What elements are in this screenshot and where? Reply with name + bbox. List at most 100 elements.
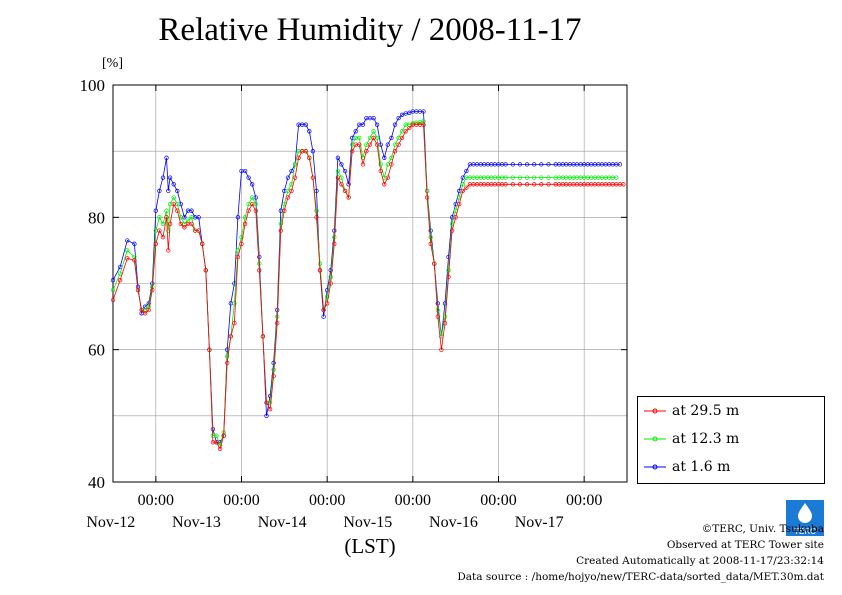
data-point [357,142,362,147]
data-point [125,238,130,243]
data-point [532,175,537,180]
grid-lines [113,85,627,482]
data-point [439,347,444,352]
data-point [282,208,287,213]
data-point [153,241,158,246]
y-tick-label: 40 [88,473,105,492]
data-point [235,254,241,260]
data-point [339,182,344,187]
data-point [399,112,405,117]
data-point [328,268,333,273]
data-point [310,175,316,180]
data-point [464,168,469,174]
data-point [267,393,273,399]
data-point [382,155,387,160]
data-point [203,268,208,273]
data-point [399,135,405,141]
x-tick-date-label: Nov-17 [515,514,564,531]
y-axis-unit-label: [%] [102,56,123,71]
credit-created: Created Automatically at 2008-11-17/23:3… [576,555,824,567]
data-point [532,162,537,167]
data-point [164,208,169,213]
data-point [167,221,173,227]
data-point [346,182,351,187]
data-point [239,241,244,246]
data-point [539,162,544,167]
data-point [110,287,116,293]
x-tick-time-label: 00:00 [223,492,259,509]
data-point [166,188,171,194]
data-point [328,281,333,286]
data-point [421,122,426,127]
y-tick-label: 80 [88,208,105,227]
data-point [182,225,187,230]
data-point [166,228,171,233]
data-point [314,208,319,213]
data-point [167,175,173,180]
data-point [171,195,176,200]
data-point [189,221,194,227]
data-point [371,115,376,121]
data-point [310,149,316,154]
data-point [325,301,330,306]
data-point [350,149,355,154]
series-at-1-6-m [110,109,623,445]
data-point [285,175,291,180]
data-point [364,149,369,154]
data-point [517,162,523,167]
y-tick-label: 100 [80,76,106,95]
credits-block: ©TERC, Univ. Tsukuba Observed at TERC To… [457,521,824,585]
data-point [117,278,123,283]
data-point [175,188,180,194]
data-point [546,162,551,167]
data-point [446,274,451,280]
data-point [189,208,194,213]
data-point [264,400,269,405]
data-point [166,248,171,253]
data-point [378,162,383,167]
data-point [314,215,319,220]
x-tick-time-label: 00:00 [309,492,345,509]
data-point [250,201,255,207]
data-point [517,175,523,180]
x-tick-date-label: Nov-15 [343,514,392,531]
data-point [214,433,219,438]
legend: at 29.5 m at 12.3 m at 1.6 m [637,396,825,484]
data-point [153,208,158,213]
data-point [217,446,223,452]
data-point [396,142,401,147]
logo-text: TERC [794,527,816,536]
data-point [407,125,412,131]
data-point [125,256,130,261]
data-point [503,182,508,187]
data-point [453,215,458,220]
data-point [367,142,373,147]
data-point [621,182,626,187]
data-point [424,195,430,200]
data-point [389,135,394,141]
x-axis-label: (LST) [344,534,396,558]
data-point [503,175,508,180]
data-point [382,182,387,187]
data-point [160,221,166,227]
terc-logo-icon: TERC [786,500,824,536]
data-point [374,142,380,147]
data-point [317,268,323,273]
x-tick-date-label: Nov-12 [86,514,135,531]
x-tick-time-label: 00:00 [395,492,431,509]
data-point [278,228,283,233]
data-point [157,188,162,194]
data-point [339,162,344,167]
data-point [332,241,337,246]
data-point [342,188,348,194]
data-point [146,307,151,313]
data-point [335,168,341,174]
data-point [432,261,437,266]
data-point [503,162,508,167]
data-point [221,433,226,438]
data-point [421,109,426,114]
data-point [164,215,169,220]
data-point [228,334,233,339]
data-point [257,268,262,273]
legend-label-12-3m: at 12.3 m [672,431,740,447]
